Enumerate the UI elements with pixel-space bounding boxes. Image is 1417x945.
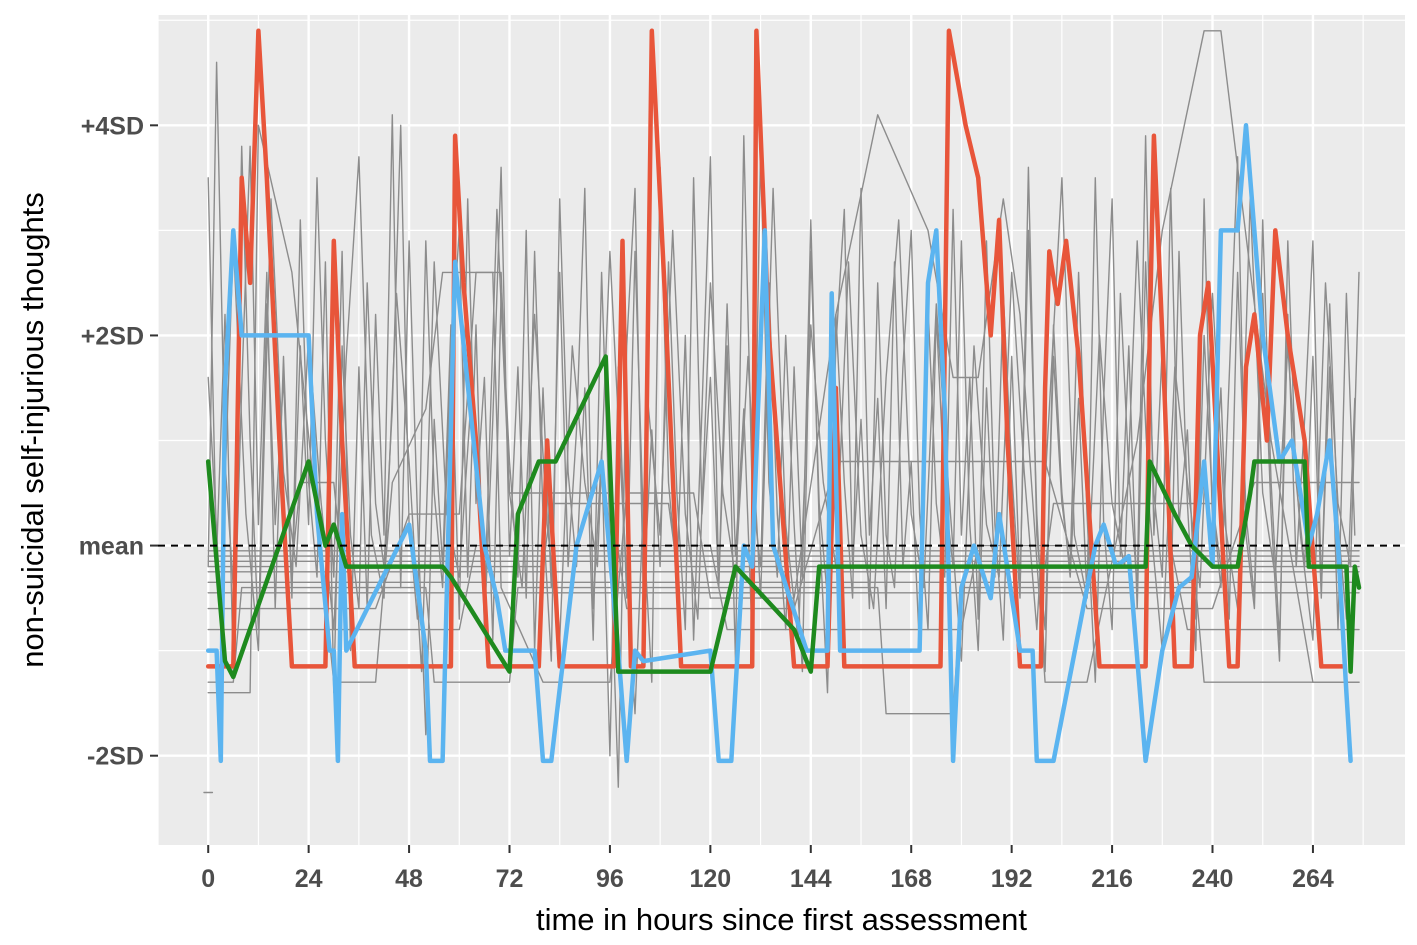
x-tick-label: 216 [1091,865,1133,893]
y-tick-label: +2SD [81,322,144,350]
series-line-red [205,28,1345,669]
series-layer [203,28,1362,794]
x-axis: 0 24 48 72 96 120 144 168 192 216 240 264 [201,845,1334,893]
series-line-background [207,156,1360,715]
x-tick-label: 264 [1292,865,1334,893]
x-tick-label: 144 [790,865,832,893]
grid-major [158,15,1405,845]
x-axis-title: time in hours since first assessment [536,902,1027,937]
x-tick-label: 192 [991,865,1033,893]
y-tick-label: +4SD [81,112,144,140]
y-axis-title: non-suicidal self-injurious thoughts [15,192,50,668]
x-tick-label: 24 [295,865,323,893]
x-tick-label: 120 [690,865,732,893]
series-line-background [207,586,1360,715]
grid-minor [157,15,1405,862]
x-tick-label: 48 [395,865,423,893]
y-tick-label: mean [79,533,144,561]
x-tick-label: 240 [1192,865,1234,893]
series-line-background [207,61,1356,788]
series-line-blue [205,123,1353,764]
x-tick-label: 96 [596,865,624,893]
x-tick-label: 168 [890,865,932,893]
x-tick-label: 72 [496,865,524,893]
x-tick-label: 0 [201,865,215,893]
y-axis: +4SD +2SD mean -2SD [79,112,158,771]
y-tick-label: -2SD [87,743,144,771]
